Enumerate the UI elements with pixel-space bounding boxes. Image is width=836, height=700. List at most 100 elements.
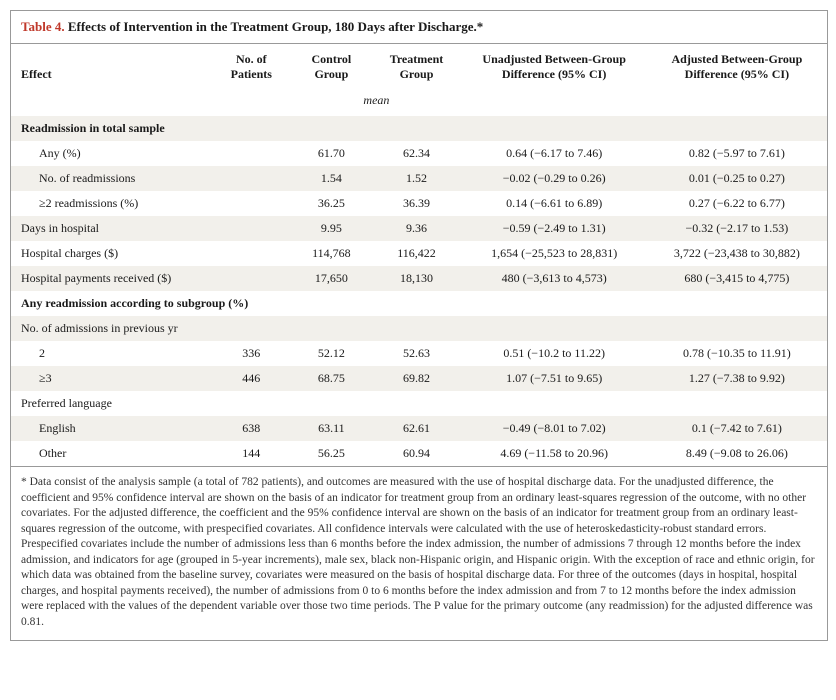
table-row: English63863.1162.61−0.49 (−8.01 to 7.02… bbox=[11, 416, 827, 441]
cell-control: 63.11 bbox=[291, 416, 371, 441]
cell-adj: 680 (−3,415 to 4,775) bbox=[647, 266, 827, 291]
cell-control: 56.25 bbox=[291, 441, 371, 466]
table-row: Preferred language bbox=[11, 391, 827, 416]
row-label: Any (%) bbox=[11, 141, 211, 166]
cell-unadj: 4.69 (−11.58 to 20.96) bbox=[462, 441, 647, 466]
cell-unadj bbox=[462, 391, 647, 416]
row-label: 2 bbox=[11, 341, 211, 366]
table-row: 233652.1252.630.51 (−10.2 to 11.22)0.78 … bbox=[11, 341, 827, 366]
header-row: Effect No. of Patients Control Group Tre… bbox=[11, 44, 827, 90]
cell-unadj: 0.64 (−6.17 to 7.46) bbox=[462, 141, 647, 166]
row-label: ≥3 bbox=[11, 366, 211, 391]
cell-control: 9.95 bbox=[291, 216, 371, 241]
cell-treat: 60.94 bbox=[371, 441, 461, 466]
table-row: No. of readmissions 1.541.52−0.02 (−0.29 … bbox=[11, 166, 827, 191]
cell-control: 36.25 bbox=[291, 191, 371, 216]
cell-unadj: 480 (−3,613 to 4,573) bbox=[462, 266, 647, 291]
cell-control: 1.54 bbox=[291, 166, 371, 191]
table-container: Table 4. Effects of Intervention in the … bbox=[10, 10, 828, 641]
table-row: Days in hospital 9.959.36−0.59 (−2.49 to … bbox=[11, 216, 827, 241]
cell-adj: 0.27 (−6.22 to 6.77) bbox=[647, 191, 827, 216]
table-row: Hospital payments received ($) 17,65018,1… bbox=[11, 266, 827, 291]
cell-unadj: 0.14 (−6.61 to 6.89) bbox=[462, 191, 647, 216]
cell-n: 144 bbox=[211, 441, 291, 466]
cell-n: 638 bbox=[211, 416, 291, 441]
cell-unadj bbox=[462, 316, 647, 341]
cell-n bbox=[211, 166, 291, 191]
cell-adj: 8.49 (−9.08 to 26.06) bbox=[647, 441, 827, 466]
mean-label: mean bbox=[291, 90, 461, 116]
mean-label-row: mean bbox=[11, 90, 827, 116]
cell-n bbox=[211, 141, 291, 166]
cell-n bbox=[211, 266, 291, 291]
cell-adj bbox=[647, 391, 827, 416]
cell-n bbox=[211, 191, 291, 216]
cell-control: 17,650 bbox=[291, 266, 371, 291]
cell-n: 446 bbox=[211, 366, 291, 391]
col-control: Control Group bbox=[291, 44, 371, 90]
section-header: Readmission in total sample bbox=[11, 116, 827, 141]
table-caption: Effects of Intervention in the Treatment… bbox=[68, 19, 483, 34]
cell-adj: −0.32 (−2.17 to 1.53) bbox=[647, 216, 827, 241]
cell-unadj: −0.59 (−2.49 to 1.31) bbox=[462, 216, 647, 241]
cell-adj: 1.27 (−7.38 to 9.92) bbox=[647, 366, 827, 391]
cell-adj: 0.01 (−0.25 to 0.27) bbox=[647, 166, 827, 191]
cell-control: 61.70 bbox=[291, 141, 371, 166]
col-unadjusted: Unadjusted Between-Group Difference (95%… bbox=[462, 44, 647, 90]
cell-control: 52.12 bbox=[291, 341, 371, 366]
row-label: Hospital charges ($) bbox=[11, 241, 211, 266]
cell-treat bbox=[371, 316, 461, 341]
cell-treat bbox=[371, 391, 461, 416]
cell-unadj: −0.02 (−0.29 to 0.26) bbox=[462, 166, 647, 191]
cell-n: 336 bbox=[211, 341, 291, 366]
cell-n bbox=[211, 241, 291, 266]
row-label: Days in hospital bbox=[11, 216, 211, 241]
row-label: ≥2 readmissions (%) bbox=[11, 191, 211, 216]
cell-adj: 3,722 (−23,438 to 30,882) bbox=[647, 241, 827, 266]
table-row: Any (%) 61.7062.340.64 (−6.17 to 7.46)0.8… bbox=[11, 141, 827, 166]
col-adjusted: Adjusted Between-Group Difference (95% C… bbox=[647, 44, 827, 90]
row-label: Other bbox=[11, 441, 211, 466]
cell-n bbox=[211, 391, 291, 416]
cell-unadj: 0.51 (−10.2 to 11.22) bbox=[462, 341, 647, 366]
table-number: Table 4. bbox=[21, 19, 65, 34]
cell-unadj: −0.49 (−8.01 to 7.02) bbox=[462, 416, 647, 441]
row-label: No. of readmissions bbox=[11, 166, 211, 191]
cell-n bbox=[211, 316, 291, 341]
cell-treat: 62.61 bbox=[371, 416, 461, 441]
cell-adj: 0.78 (−10.35 to 11.91) bbox=[647, 341, 827, 366]
section-header-label: Readmission in total sample bbox=[11, 116, 827, 141]
table-row: Other14456.2560.944.69 (−11.58 to 20.96)… bbox=[11, 441, 827, 466]
cell-control: 68.75 bbox=[291, 366, 371, 391]
table-row: ≥344668.7569.821.07 (−7.51 to 9.65)1.27 … bbox=[11, 366, 827, 391]
table-title: Table 4. Effects of Intervention in the … bbox=[11, 11, 827, 44]
cell-treat: 9.36 bbox=[371, 216, 461, 241]
cell-adj: 0.1 (−7.42 to 7.61) bbox=[647, 416, 827, 441]
results-table: Effect No. of Patients Control Group Tre… bbox=[11, 44, 827, 466]
cell-treat: 1.52 bbox=[371, 166, 461, 191]
row-label: Preferred language bbox=[11, 391, 211, 416]
cell-treat: 62.34 bbox=[371, 141, 461, 166]
cell-control bbox=[291, 391, 371, 416]
table-row: No. of admissions in previous yr bbox=[11, 316, 827, 341]
cell-treat: 18,130 bbox=[371, 266, 461, 291]
col-effect: Effect bbox=[11, 44, 211, 90]
table-row: Hospital charges ($)114,768116,4221,654 … bbox=[11, 241, 827, 266]
table-footnote: * Data consist of the analysis sample (a… bbox=[11, 466, 827, 640]
col-n: No. of Patients bbox=[211, 44, 291, 90]
cell-treat: 52.63 bbox=[371, 341, 461, 366]
cell-control: 114,768 bbox=[291, 241, 371, 266]
cell-adj: 0.82 (−5.97 to 7.61) bbox=[647, 141, 827, 166]
section-header: Any readmission according to subgroup (%… bbox=[11, 291, 827, 316]
cell-unadj: 1.07 (−7.51 to 9.65) bbox=[462, 366, 647, 391]
row-label: No. of admissions in previous yr bbox=[11, 316, 211, 341]
cell-treat: 36.39 bbox=[371, 191, 461, 216]
table-row: ≥2 readmissions (%) 36.2536.390.14 (−6.61… bbox=[11, 191, 827, 216]
col-treatment: Treatment Group bbox=[371, 44, 461, 90]
row-label: English bbox=[11, 416, 211, 441]
row-label: Hospital payments received ($) bbox=[11, 266, 211, 291]
cell-unadj: 1,654 (−25,523 to 28,831) bbox=[462, 241, 647, 266]
cell-control bbox=[291, 316, 371, 341]
section-header-label: Any readmission according to subgroup (%… bbox=[11, 291, 827, 316]
cell-n bbox=[211, 216, 291, 241]
